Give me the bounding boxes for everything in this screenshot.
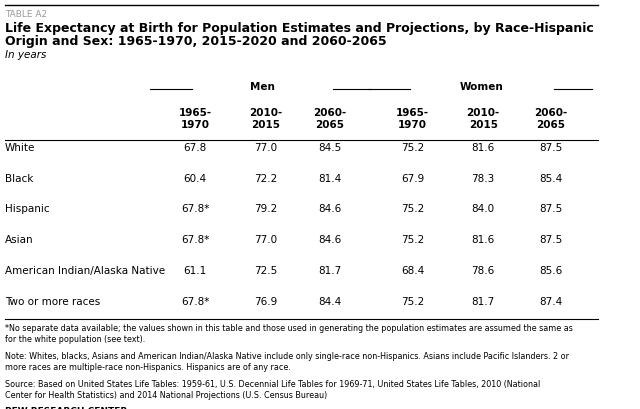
Text: Two or more races: Two or more races <box>5 297 100 306</box>
Text: Black: Black <box>5 174 33 184</box>
Text: 81.7: 81.7 <box>318 266 341 276</box>
Text: 68.4: 68.4 <box>401 266 424 276</box>
Text: 84.0: 84.0 <box>472 204 495 214</box>
Text: 84.5: 84.5 <box>318 143 341 153</box>
Text: 84.6: 84.6 <box>318 204 341 214</box>
Text: Note: Whites, blacks, Asians and American Indian/Alaska Native include only sing: Note: Whites, blacks, Asians and America… <box>5 352 569 372</box>
Text: 81.6: 81.6 <box>472 235 495 245</box>
Text: 67.8: 67.8 <box>184 143 207 153</box>
Text: 84.6: 84.6 <box>318 235 341 245</box>
Text: 77.0: 77.0 <box>254 143 277 153</box>
Text: 67.9: 67.9 <box>401 174 424 184</box>
Text: 77.0: 77.0 <box>254 235 277 245</box>
Text: 2010-
2015: 2010- 2015 <box>249 108 282 130</box>
Text: 87.5: 87.5 <box>539 235 562 245</box>
Text: 78.6: 78.6 <box>472 266 495 276</box>
Text: Source: Based on United States Life Tables: 1959-61, U.S. Decennial Life Tables : Source: Based on United States Life Tabl… <box>5 380 540 400</box>
Text: 87.5: 87.5 <box>539 143 562 153</box>
Text: In years: In years <box>5 50 47 60</box>
Text: 85.6: 85.6 <box>539 266 562 276</box>
Text: Hispanic: Hispanic <box>5 204 50 214</box>
Text: 2060-
2065: 2060- 2065 <box>534 108 567 130</box>
Text: White: White <box>5 143 35 153</box>
Text: 61.1: 61.1 <box>184 266 207 276</box>
Text: PEW RESEARCH CENTER: PEW RESEARCH CENTER <box>5 407 127 409</box>
Text: *No separate data available; the values shown in this table and those used in ge: *No separate data available; the values … <box>5 324 573 344</box>
Text: 87.5: 87.5 <box>539 204 562 214</box>
Text: 79.2: 79.2 <box>254 204 277 214</box>
Text: 1965-
1970: 1965- 1970 <box>396 108 429 130</box>
Text: American Indian/Alaska Native: American Indian/Alaska Native <box>5 266 165 276</box>
Text: 72.5: 72.5 <box>254 266 277 276</box>
Text: 2010-
2015: 2010- 2015 <box>467 108 500 130</box>
Text: 81.4: 81.4 <box>318 174 341 184</box>
Text: 76.9: 76.9 <box>254 297 277 306</box>
Text: 75.2: 75.2 <box>401 235 424 245</box>
Text: 75.2: 75.2 <box>401 297 424 306</box>
Text: 81.6: 81.6 <box>472 143 495 153</box>
Text: 85.4: 85.4 <box>539 174 562 184</box>
Text: 78.3: 78.3 <box>472 174 495 184</box>
Text: 67.8*: 67.8* <box>181 297 209 306</box>
Text: 84.4: 84.4 <box>318 297 341 306</box>
Text: Asian: Asian <box>5 235 34 245</box>
Text: 75.2: 75.2 <box>401 204 424 214</box>
Text: Life Expectancy at Birth for Population Estimates and Projections, by Race-Hispa: Life Expectancy at Birth for Population … <box>5 22 594 36</box>
Text: 67.8*: 67.8* <box>181 204 209 214</box>
Text: 75.2: 75.2 <box>401 143 424 153</box>
Text: Women: Women <box>460 82 504 92</box>
Text: 1965-
1970: 1965- 1970 <box>179 108 212 130</box>
Text: 2060-
2065: 2060- 2065 <box>313 108 346 130</box>
Text: 72.2: 72.2 <box>254 174 277 184</box>
Text: 60.4: 60.4 <box>184 174 207 184</box>
Text: Men: Men <box>250 82 275 92</box>
Text: 81.7: 81.7 <box>472 297 495 306</box>
Text: Origin and Sex: 1965-1970, 2015-2020 and 2060-2065: Origin and Sex: 1965-1970, 2015-2020 and… <box>5 35 387 48</box>
Text: 67.8*: 67.8* <box>181 235 209 245</box>
Text: 87.4: 87.4 <box>539 297 562 306</box>
Text: TABLE A2: TABLE A2 <box>5 10 47 19</box>
